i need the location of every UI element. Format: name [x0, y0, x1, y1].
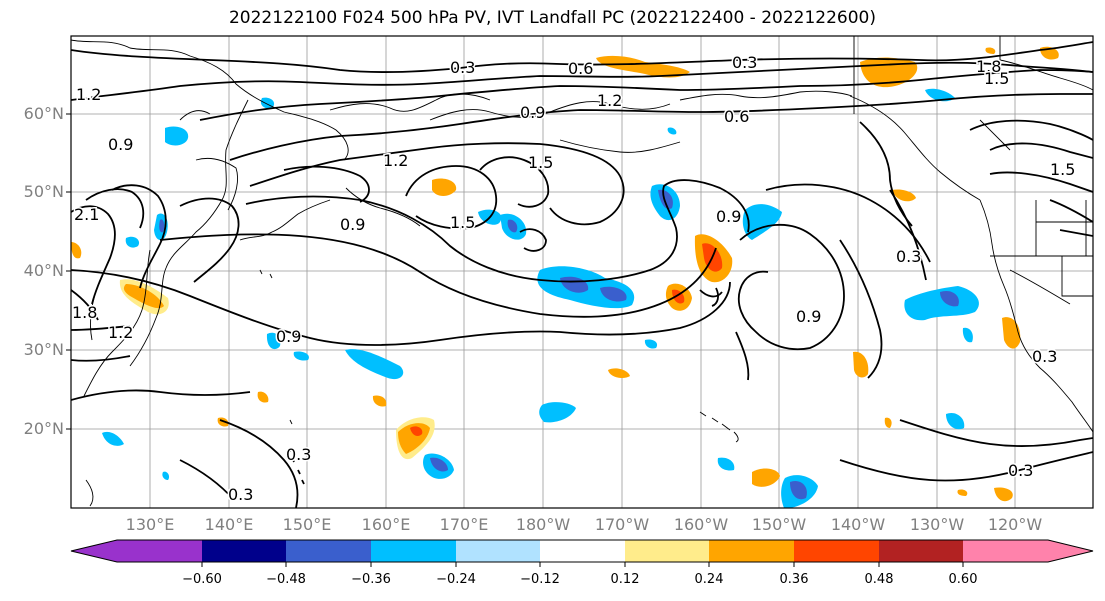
lon-label: 160°E — [361, 515, 411, 534]
map-title: 2022122100 F024 500 hPa PV, IVT Landfall… — [228, 8, 876, 28]
colorbar-tick-label: −0.24 — [436, 572, 476, 587]
lat-label: 50°N — [23, 182, 64, 201]
contour-label: 0.9 — [276, 327, 301, 346]
colorbar-tick-label: −0.60 — [182, 572, 222, 587]
colorbar-outline — [70, 539, 1094, 563]
coastlines — [71, 36, 1093, 507]
colorbar-tick-label: 0.60 — [948, 572, 978, 587]
colorbar-tick-label: 0.48 — [864, 572, 894, 587]
contour-label: 1.5 — [528, 153, 553, 172]
contour-label: 0.6 — [724, 107, 749, 126]
contour-label: 1.5 — [984, 69, 1009, 88]
colorbar-tick-label: −0.12 — [520, 572, 560, 587]
lon-label: 170°W — [594, 515, 650, 534]
colorbar-segment — [71, 540, 117, 562]
contour-label: 0.9 — [520, 103, 545, 122]
colorbar-segment — [794, 540, 879, 562]
gridlines — [71, 36, 1093, 508]
contour-label: 0.9 — [716, 207, 741, 226]
lon-label: 150°E — [282, 515, 332, 534]
colorbar-tick-label: 0.24 — [694, 572, 724, 587]
colorbar-segment — [540, 540, 625, 562]
colorbar-tick-label: 0.36 — [779, 572, 809, 587]
pv-contours — [71, 41, 1093, 508]
lat-label: 60°N — [23, 104, 64, 123]
lon-label: 140°W — [830, 515, 886, 534]
contour-label: 1.2 — [76, 85, 101, 104]
contour-label: 0.3 — [286, 445, 311, 464]
colorbar-segment — [1048, 540, 1093, 562]
contour-label: 2.1 — [74, 205, 99, 224]
contour-label: 1.2 — [383, 151, 408, 170]
lon-label: 160°W — [673, 515, 729, 534]
lon-label: 150°W — [751, 515, 807, 534]
lon-label: 140°E — [204, 515, 254, 534]
colorbar-segment — [709, 540, 794, 562]
lat-label: 40°N — [23, 261, 64, 280]
lon-label: 130°E — [125, 515, 175, 534]
contour-label: 0.3 — [1032, 347, 1057, 366]
colorbar-segment — [625, 540, 709, 562]
lon-label: 120°W — [987, 515, 1043, 534]
contour-label: 0.3 — [450, 58, 475, 77]
contour-label: 0.9 — [796, 307, 821, 326]
contour-label: 1.8 — [976, 57, 1001, 76]
colorbar-segment — [117, 540, 202, 562]
colorbar-segment — [963, 540, 1048, 562]
contour-label: 1.5 — [1050, 160, 1075, 179]
lon-label: 130°W — [909, 515, 965, 534]
contour-label: 0.3 — [228, 485, 253, 504]
contour-label: 1.8 — [72, 303, 97, 322]
contour-label: 0.3 — [896, 247, 921, 266]
ivt-shading — [71, 46, 1059, 508]
lat-label: 20°N — [23, 419, 64, 438]
contour-label: 1.2 — [108, 323, 133, 342]
colorbar-tick-label: 0.12 — [610, 572, 640, 587]
contour-label: 0.3 — [1008, 461, 1033, 480]
colorbar-tick-label: −0.36 — [351, 572, 391, 587]
colorbar-segment — [371, 540, 456, 562]
colorbar-segment — [456, 540, 540, 562]
lon-label: 180°W — [515, 515, 571, 534]
colorbar-segment — [879, 540, 963, 562]
colorbar-segment — [202, 540, 286, 562]
lat-label: 30°N — [23, 340, 64, 359]
lon-label: 170°E — [439, 515, 489, 534]
colorbar-tick-label: −0.48 — [266, 572, 306, 587]
contour-label: 1.5 — [450, 213, 475, 232]
map-frame — [70, 35, 1094, 509]
axis-ticks — [66, 113, 71, 430]
contour-label: 0.9 — [108, 135, 133, 154]
contour-label: 1.2 — [597, 91, 622, 110]
contour-label-group: 0.3 0.6 0.3 1.8 1.5 1.2 0.9 0.6 1.2 0.9 … — [71, 52, 1077, 506]
colorbar — [70, 539, 1094, 567]
contour-label: 0.3 — [732, 53, 757, 72]
contour-label: 0.9 — [340, 215, 365, 234]
colorbar-segment — [286, 540, 371, 562]
contour-label: 0.6 — [568, 59, 593, 78]
